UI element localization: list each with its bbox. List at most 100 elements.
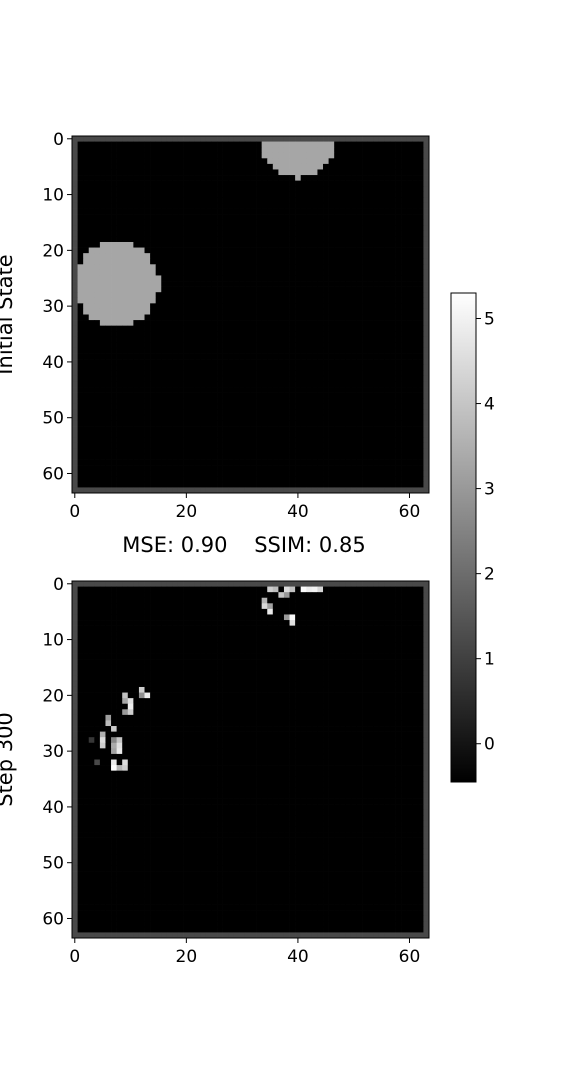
heatmap-cell — [289, 403, 296, 410]
heatmap-cell — [367, 620, 374, 626]
heatmap-cell — [423, 470, 430, 477]
heatmap-cell — [217, 448, 223, 455]
heatmap-cell — [401, 191, 408, 198]
heatmap-cell — [328, 481, 335, 488]
heatmap-cell — [412, 592, 419, 599]
heatmap-cell — [116, 292, 123, 299]
heatmap-cell — [200, 141, 207, 148]
heatmap-cell — [356, 331, 363, 338]
heatmap-cell — [256, 625, 263, 632]
heatmap-cell — [150, 448, 157, 455]
heatmap-cell — [200, 353, 207, 360]
heatmap-cell — [423, 247, 430, 254]
heatmap-cell — [389, 476, 396, 483]
heatmap-cell — [94, 320, 101, 327]
heatmap-cell — [166, 381, 173, 388]
heatmap-cell — [122, 620, 129, 626]
heatmap-cell — [194, 353, 201, 360]
heatmap-cell — [356, 636, 363, 643]
heatmap-cell — [105, 581, 112, 587]
heatmap-cell — [323, 286, 329, 293]
heatmap-cell — [306, 325, 313, 332]
heatmap-cell — [99, 253, 106, 260]
heatmap-cell — [389, 163, 396, 170]
heatmap-cell — [205, 387, 212, 393]
heatmap-cell — [401, 403, 408, 410]
heatmap-cell — [256, 247, 263, 254]
heatmap-cell — [133, 370, 140, 377]
heatmap-cell — [172, 608, 179, 615]
heatmap-cell — [328, 241, 335, 248]
heatmap-cell — [228, 219, 235, 226]
heatmap-cell — [116, 191, 123, 198]
heatmap-cell — [412, 202, 419, 209]
heatmap-cell — [222, 642, 229, 649]
heatmap-cell — [144, 414, 151, 421]
heatmap-cell — [172, 320, 179, 327]
heatmap-cell — [133, 347, 140, 354]
heatmap-cell — [111, 147, 117, 154]
heatmap-cell — [127, 136, 134, 142]
heatmap-cell — [244, 481, 251, 488]
heatmap-cell — [138, 281, 145, 287]
heatmap-cell — [105, 636, 112, 643]
heatmap-cell — [127, 420, 134, 427]
heatmap-cell — [127, 152, 134, 159]
heatmap-cell — [116, 592, 123, 599]
heatmap-cell — [350, 219, 357, 226]
heatmap-cell — [389, 147, 396, 154]
heatmap-cell — [311, 581, 318, 587]
heatmap-cell — [323, 202, 329, 209]
heatmap-cell — [373, 247, 380, 254]
heatmap-cell — [83, 158, 90, 165]
heatmap-cell — [222, 586, 229, 593]
heatmap-cell — [177, 420, 184, 427]
heatmap-cell — [261, 597, 268, 604]
heatmap-cell — [239, 158, 246, 165]
heatmap-cell — [417, 581, 424, 587]
heatmap-cell — [244, 163, 251, 170]
heatmap-cell — [105, 347, 112, 354]
heatmap-cell — [384, 253, 391, 260]
heatmap-cell — [177, 225, 184, 232]
heatmap-cell — [356, 448, 363, 455]
heatmap-cell — [317, 448, 324, 455]
heatmap-cell — [306, 592, 313, 599]
heatmap-cell — [239, 314, 246, 321]
heatmap-cell — [200, 631, 207, 638]
heatmap-cell — [384, 426, 391, 432]
heatmap-cell — [417, 426, 424, 432]
heatmap-cell — [345, 169, 352, 176]
heatmap-cell — [72, 308, 78, 315]
heatmap-cell — [166, 347, 173, 354]
heatmap-cell — [256, 437, 263, 444]
heatmap-cell — [389, 230, 396, 237]
heatmap-cell — [311, 453, 318, 460]
heatmap-cell — [77, 620, 84, 626]
heatmap-cell — [295, 620, 302, 626]
heatmap-cell — [367, 292, 374, 299]
heatmap-cell — [111, 191, 117, 198]
heatmap-cell — [88, 347, 95, 354]
heatmap-cell — [328, 219, 335, 226]
heatmap-cell — [317, 275, 324, 282]
heatmap-cell — [228, 620, 235, 626]
heatmap-cell — [217, 636, 223, 643]
heatmap-cell — [350, 325, 357, 332]
heatmap-cell — [417, 620, 424, 626]
heatmap-cell — [211, 320, 218, 327]
heatmap-cell — [200, 269, 207, 276]
heatmap-cell — [401, 331, 408, 338]
heatmap-cell — [401, 136, 408, 142]
heatmap-cell — [244, 347, 251, 354]
heatmap-cell — [295, 470, 302, 477]
heatmap-cell — [205, 603, 212, 610]
heatmap-cell — [133, 387, 140, 393]
heatmap-cell — [261, 387, 268, 393]
heatmap-cell — [183, 431, 190, 438]
heatmap-cell — [228, 197, 235, 204]
heatmap-cell — [283, 465, 290, 472]
heatmap-cell — [256, 597, 263, 604]
heatmap-cell — [155, 614, 162, 621]
heatmap-cell — [111, 253, 117, 260]
